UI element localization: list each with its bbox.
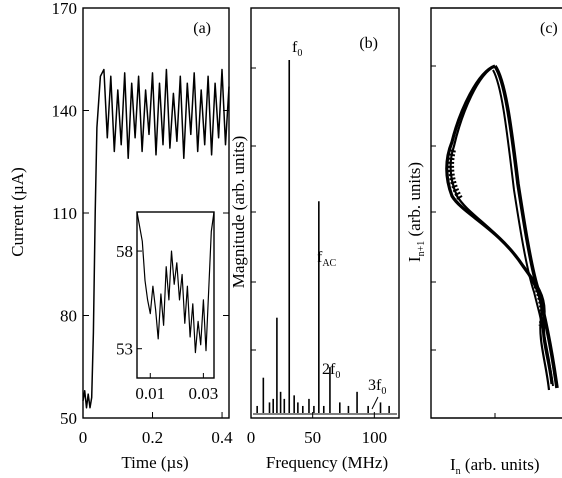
inset-xtick-label: 0.01 [135, 384, 165, 403]
panel-a-ytick-label: 50 [60, 409, 77, 428]
panel-b-xtick-label: 100 [362, 428, 388, 447]
panel-b-frame [250, 7, 400, 419]
panel-b-xlabel: Frequency (MHz) [266, 453, 388, 472]
panel-a-ytick-label: 140 [52, 102, 78, 121]
inset-frame [136, 211, 215, 379]
panel-b: 0 50 100 (b) f0 fAC 2f0 3f0 Frequency (MHz… [229, 7, 400, 472]
panel-c: (c) In (arb. units) In+1 (arb. units) [405, 7, 562, 477]
panel-a-ytick-label: 110 [52, 204, 77, 223]
panel-a-ylabel: Current (µA) [8, 167, 27, 257]
annotation-f0: f0 [292, 39, 302, 59]
panel-a-xlabel: Time (µs) [121, 453, 188, 472]
panel-c-ticks [431, 65, 496, 418]
return-map-loop [445, 64, 559, 391]
inset-ticks: 53 58 0.01 0.03 [116, 242, 218, 403]
inset-ytick-label: 58 [116, 242, 133, 261]
panel-a-xtick-label: 0 [79, 428, 88, 447]
inset: 53 58 0.01 0.03 [116, 211, 218, 403]
panel-b-xtick-label: 0 [247, 428, 256, 447]
annotation-fac: fAC [317, 249, 337, 269]
inset-ytick-label: 53 [116, 340, 133, 359]
panel-c-frame [430, 7, 562, 419]
inset-current-trace [136, 211, 215, 354]
annotation-3f0: 3f0 [368, 377, 386, 397]
panel-a-ticks: 50 80 110 140 170 0 0.2 0.4 [52, 0, 234, 447]
panel-a-xtick-label: 0.4 [211, 428, 233, 447]
panel-c-tag: (c) [540, 20, 558, 37]
annotation-2f0: 2f0 [322, 361, 340, 381]
panel-a-tag: (a) [193, 20, 211, 37]
panel-b-xtick-label: 50 [304, 428, 321, 447]
panel-b-tag: (b) [359, 35, 378, 52]
panel-a-ytick-label: 170 [52, 0, 78, 18]
inset-xtick-label: 0.03 [189, 384, 219, 403]
panel-a: 50 80 110 140 170 0 0.2 0.4 (a) Time (µs) Curre… [8, 0, 233, 472]
panel-a-ytick-label: 80 [60, 307, 77, 326]
panel-c-ylabel: In+1 (arb. units) [405, 162, 427, 262]
panel-c-xlabel: In (arb. units) [450, 455, 540, 477]
annotation-3f0-pointer [371, 396, 379, 410]
panel-b-spectrum [253, 60, 397, 415]
panel-a-current-trace [82, 68, 230, 409]
panel-a-xtick-label: 0.2 [142, 428, 163, 447]
panel-b-ticks: 0 50 100 [247, 67, 388, 447]
panel-b-ylabel: Magnitude (arb. units) [229, 136, 248, 289]
